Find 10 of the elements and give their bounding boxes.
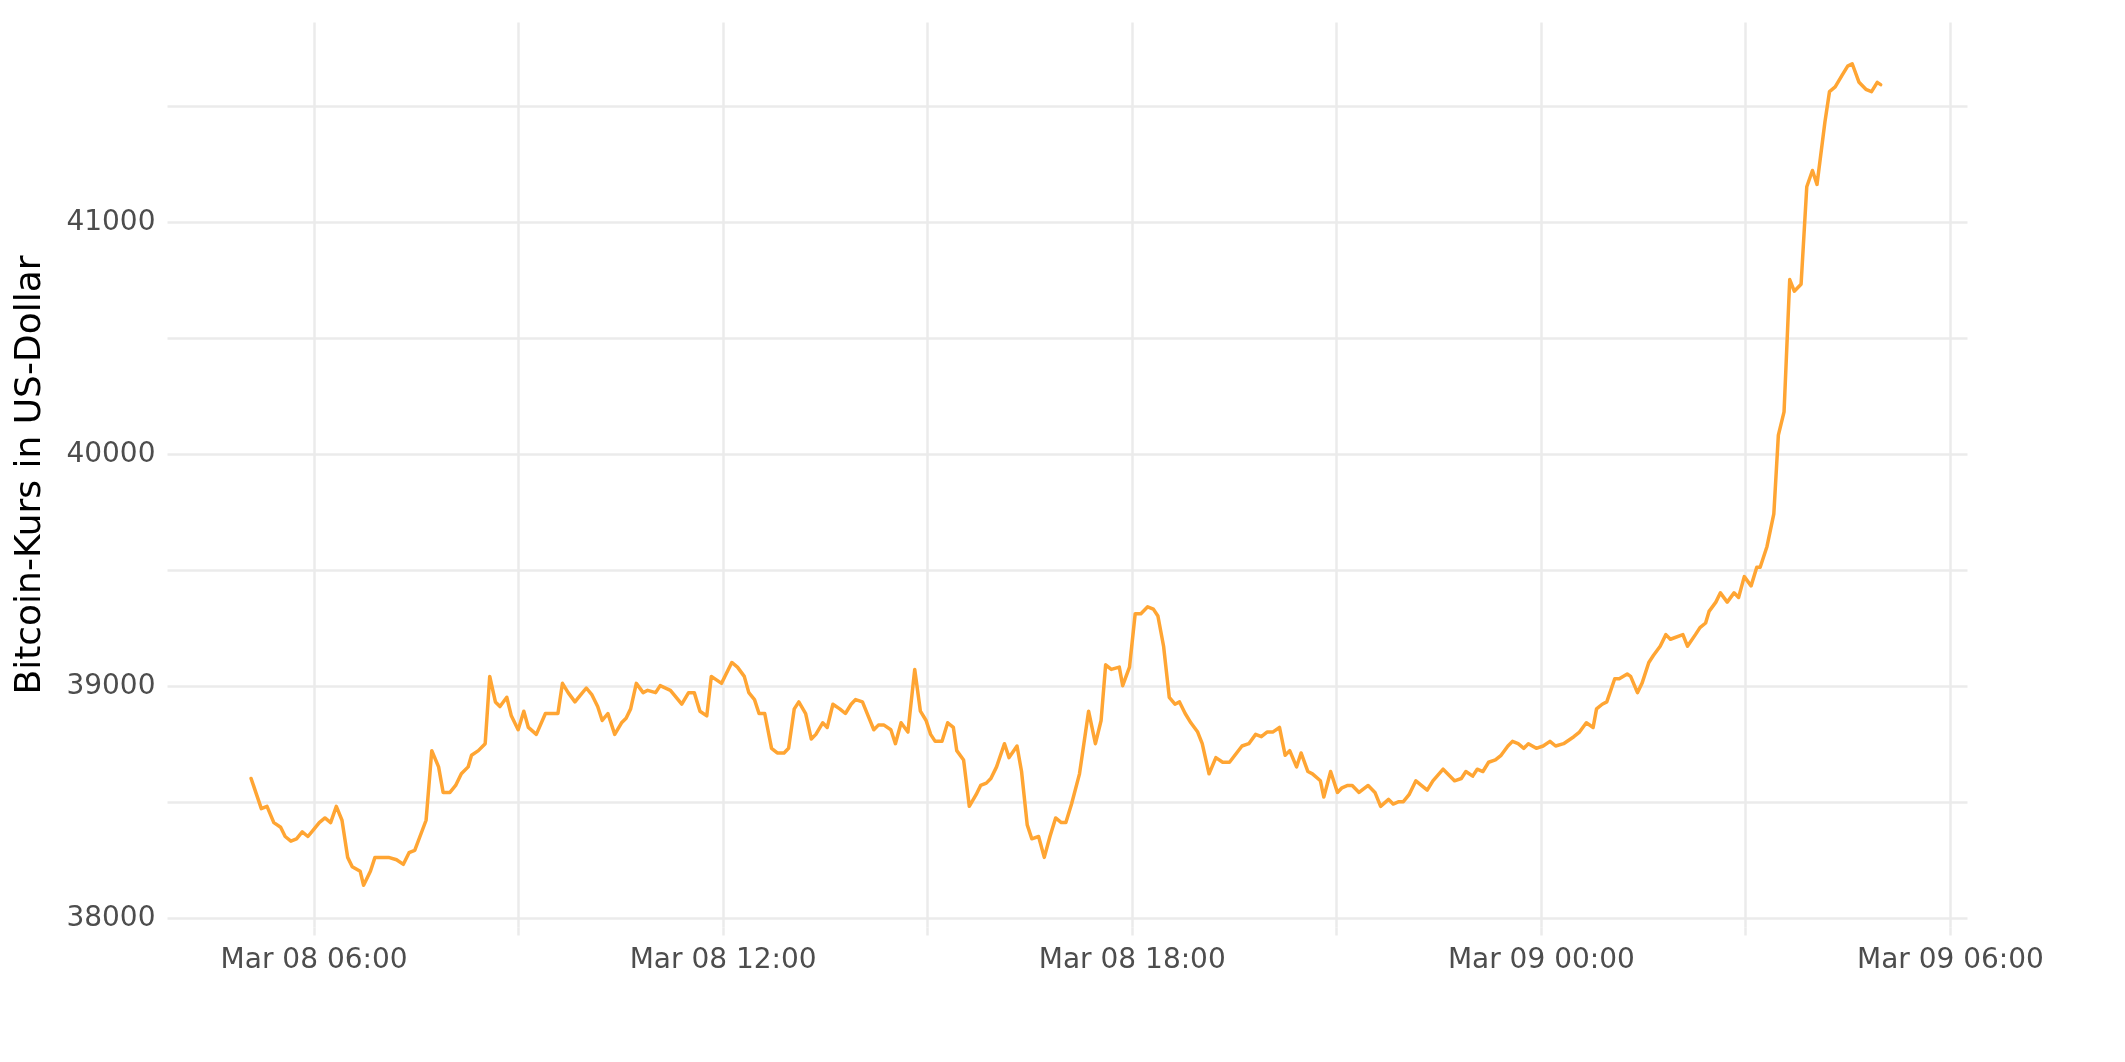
x-tick-label: Mar 09 00:00 [1447, 941, 1635, 975]
y-tick-label: 38000 [66, 900, 156, 934]
y-tick-label: 40000 [66, 436, 156, 470]
x-tick-label: Mar 09 06:00 [1856, 941, 2044, 975]
x-tick-label: Mar 08 18:00 [1038, 941, 1226, 975]
y-axis-title: Bitcoin-Kurs in US-Dollar [7, 255, 49, 695]
y-tick-label: 41000 [66, 204, 156, 238]
x-tick-label: Mar 08 12:00 [629, 941, 817, 975]
x-tick-label: Mar 08 06:00 [220, 941, 408, 975]
y-tick-label: 39000 [66, 668, 156, 702]
